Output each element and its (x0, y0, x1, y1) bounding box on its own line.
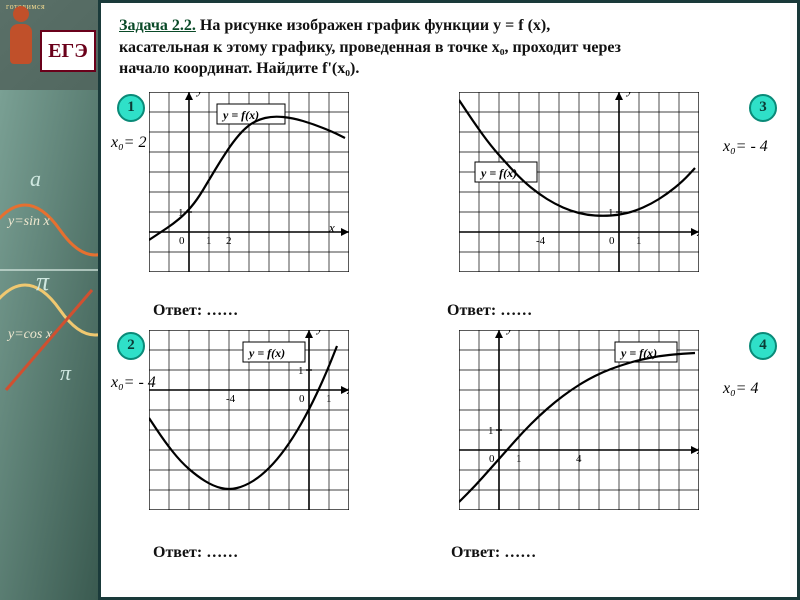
panel-number-2: 2 (117, 332, 145, 360)
x0-label-3: x₀= - 4 (723, 138, 768, 156)
svg-text:0: 0 (609, 235, 615, 247)
svg-text:1: 1 (488, 425, 494, 437)
svg-text:y: y (505, 330, 513, 335)
problem-line-1: На рисунке изображен график функции y = … (200, 17, 550, 34)
svg-text:y: y (195, 92, 203, 97)
svg-text:y=cos x: y=cos x (6, 327, 53, 342)
chart-panel-2: -4 0 1 1 y x y = f(x) (149, 330, 349, 510)
svg-text:0: 0 (179, 235, 185, 247)
svg-text:0: 0 (299, 393, 305, 405)
chart-panel-3: -4011yxy = f(x) (459, 92, 699, 272)
svg-text:π: π (36, 267, 50, 296)
x0-label-4: x₀= 4 (723, 380, 758, 398)
svg-text:y=sin x: y=sin x (6, 214, 50, 229)
answer-3: Ответ: …… (447, 302, 532, 320)
svg-text:-4: -4 (226, 393, 236, 405)
svg-text:1: 1 (326, 393, 332, 405)
ege-text: ЕГЭ (48, 41, 88, 61)
svg-text:x: x (328, 220, 335, 235)
answer-4: Ответ: …… (451, 544, 536, 562)
person-icon (6, 6, 36, 76)
svg-text:2: 2 (226, 235, 232, 247)
chart-panel-1: 0121yxy = f(x) (149, 92, 349, 272)
answer-1: Ответ: …… (153, 302, 238, 320)
svg-text:y: y (625, 92, 633, 97)
problem-statement: Задача 2.2. На рисунке изображен график … (119, 15, 779, 80)
svg-text:x: x (696, 442, 699, 457)
svg-text:a: a (30, 166, 41, 191)
svg-text:1: 1 (206, 235, 212, 247)
svg-text:4: 4 (576, 453, 582, 465)
answer-2: Ответ: …… (153, 544, 238, 562)
ege-badge: ЕГЭ (40, 30, 96, 72)
problem-line-3: начало координат. Найдите f'(x₀). (119, 60, 359, 77)
svg-text:y = f(x): y = f(x) (221, 108, 259, 122)
svg-text:-4: -4 (536, 235, 546, 247)
svg-text:x: x (696, 224, 699, 239)
panel-number-1: 1 (117, 94, 145, 122)
svg-text:1: 1 (516, 453, 522, 465)
panel-number-3: 3 (749, 94, 777, 122)
sidebar: готовимся ЕГЭ y=sin x y=cos x a π π (0, 0, 98, 600)
svg-text:x: x (346, 382, 349, 397)
charts-grid: 1 2 3 4 x₀= 2 x₀= - 4 x₀= - 4 x₀= 4 0121… (119, 86, 779, 566)
chart-panel-4: 0141yxy = f(x) (459, 330, 699, 510)
panel-number-4: 4 (749, 332, 777, 360)
svg-text:π: π (60, 360, 72, 385)
x0-label-1: x₀= 2 (111, 134, 146, 152)
sidebar-math-art: y=sin x y=cos x a π π (0, 90, 98, 600)
content-area: Задача 2.2. На рисунке изображен график … (98, 0, 800, 600)
problem-line-2: касательная к этому графику, проведенная… (119, 39, 621, 56)
svg-text:1: 1 (298, 365, 304, 377)
problem-title: Задача 2.2. (119, 17, 196, 34)
svg-text:y = f(x): y = f(x) (247, 346, 285, 360)
svg-text:1: 1 (636, 235, 642, 247)
svg-text:1: 1 (608, 207, 614, 219)
svg-text:y: y (315, 330, 323, 335)
